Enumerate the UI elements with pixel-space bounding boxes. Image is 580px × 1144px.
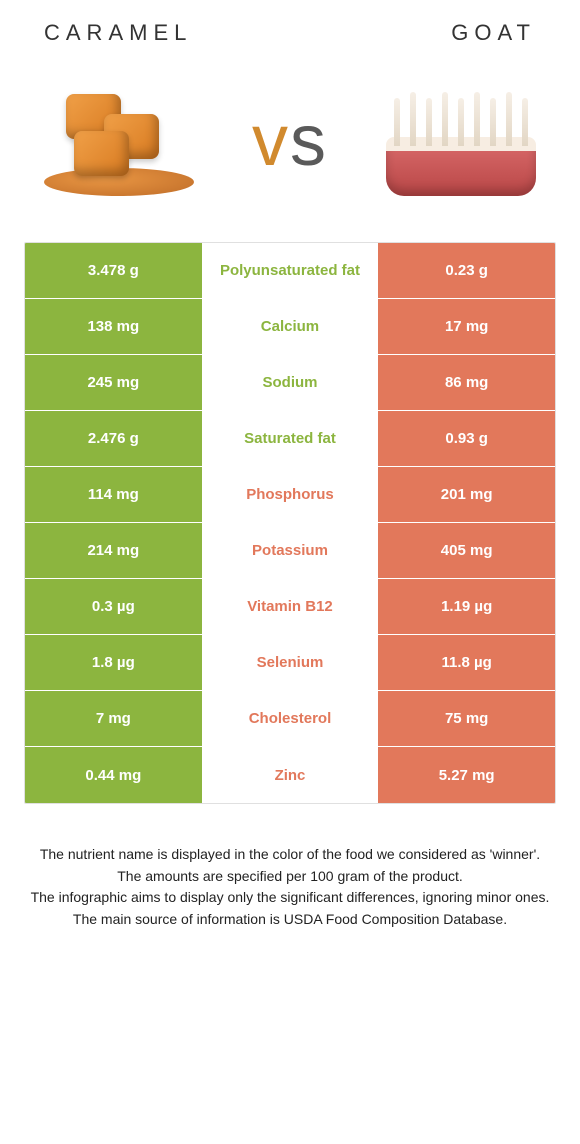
hero-row: vs — [24, 56, 556, 236]
nutrient-table: 3.478 gPolyunsaturated fat0.23 g138 mgCa… — [24, 242, 556, 804]
title-row: CARAMEL GOAT — [24, 20, 556, 56]
vs-s: s — [290, 101, 328, 181]
left-value: 114 mg — [25, 467, 202, 522]
right-food-title: GOAT — [451, 20, 536, 46]
footnote-line: The nutrient name is displayed in the co… — [30, 844, 550, 866]
nutrient-row: 0.3 µgVitamin B121.19 µg — [25, 579, 555, 635]
caramel-image — [34, 76, 204, 206]
footnote-line: The main source of information is USDA F… — [30, 909, 550, 931]
right-value: 17 mg — [378, 299, 555, 354]
left-value: 214 mg — [25, 523, 202, 578]
footnote-line: The amounts are specified per 100 gram o… — [30, 866, 550, 888]
nutrient-label: Polyunsaturated fat — [202, 243, 379, 298]
nutrient-row: 214 mgPotassium405 mg — [25, 523, 555, 579]
footnote-line: The infographic aims to display only the… — [30, 887, 550, 909]
left-value: 1.8 µg — [25, 635, 202, 690]
left-food-title: CARAMEL — [44, 20, 192, 46]
nutrient-row: 1.8 µgSelenium11.8 µg — [25, 635, 555, 691]
nutrient-label: Selenium — [202, 635, 379, 690]
right-value: 75 mg — [378, 691, 555, 746]
left-value: 2.476 g — [25, 411, 202, 466]
nutrient-label: Cholesterol — [202, 691, 379, 746]
nutrient-label: Vitamin B12 — [202, 579, 379, 634]
nutrient-label: Calcium — [202, 299, 379, 354]
nutrient-label: Saturated fat — [202, 411, 379, 466]
infographic-container: CARAMEL GOAT vs 3.478 gPolyunsaturated f… — [0, 0, 580, 951]
right-value: 0.23 g — [378, 243, 555, 298]
vs-label: vs — [252, 100, 328, 182]
nutrient-row: 3.478 gPolyunsaturated fat0.23 g — [25, 243, 555, 299]
nutrient-label: Potassium — [202, 523, 379, 578]
right-value: 11.8 µg — [378, 635, 555, 690]
nutrient-row: 0.44 mgZinc5.27 mg — [25, 747, 555, 803]
footnotes: The nutrient name is displayed in the co… — [24, 844, 556, 931]
left-value: 0.44 mg — [25, 747, 202, 803]
right-value: 0.93 g — [378, 411, 555, 466]
vs-v: v — [252, 101, 290, 181]
nutrient-label: Sodium — [202, 355, 379, 410]
nutrient-row: 114 mgPhosphorus201 mg — [25, 467, 555, 523]
left-value: 0.3 µg — [25, 579, 202, 634]
nutrient-row: 138 mgCalcium17 mg — [25, 299, 555, 355]
nutrient-label: Zinc — [202, 747, 379, 803]
right-value: 201 mg — [378, 467, 555, 522]
right-value: 1.19 µg — [378, 579, 555, 634]
right-value: 5.27 mg — [378, 747, 555, 803]
left-value: 3.478 g — [25, 243, 202, 298]
left-value: 245 mg — [25, 355, 202, 410]
right-value: 86 mg — [378, 355, 555, 410]
left-value: 138 mg — [25, 299, 202, 354]
nutrient-row: 2.476 gSaturated fat0.93 g — [25, 411, 555, 467]
nutrient-label: Phosphorus — [202, 467, 379, 522]
nutrient-row: 245 mgSodium86 mg — [25, 355, 555, 411]
nutrient-row: 7 mgCholesterol75 mg — [25, 691, 555, 747]
left-value: 7 mg — [25, 691, 202, 746]
right-value: 405 mg — [378, 523, 555, 578]
goat-image — [376, 76, 546, 206]
